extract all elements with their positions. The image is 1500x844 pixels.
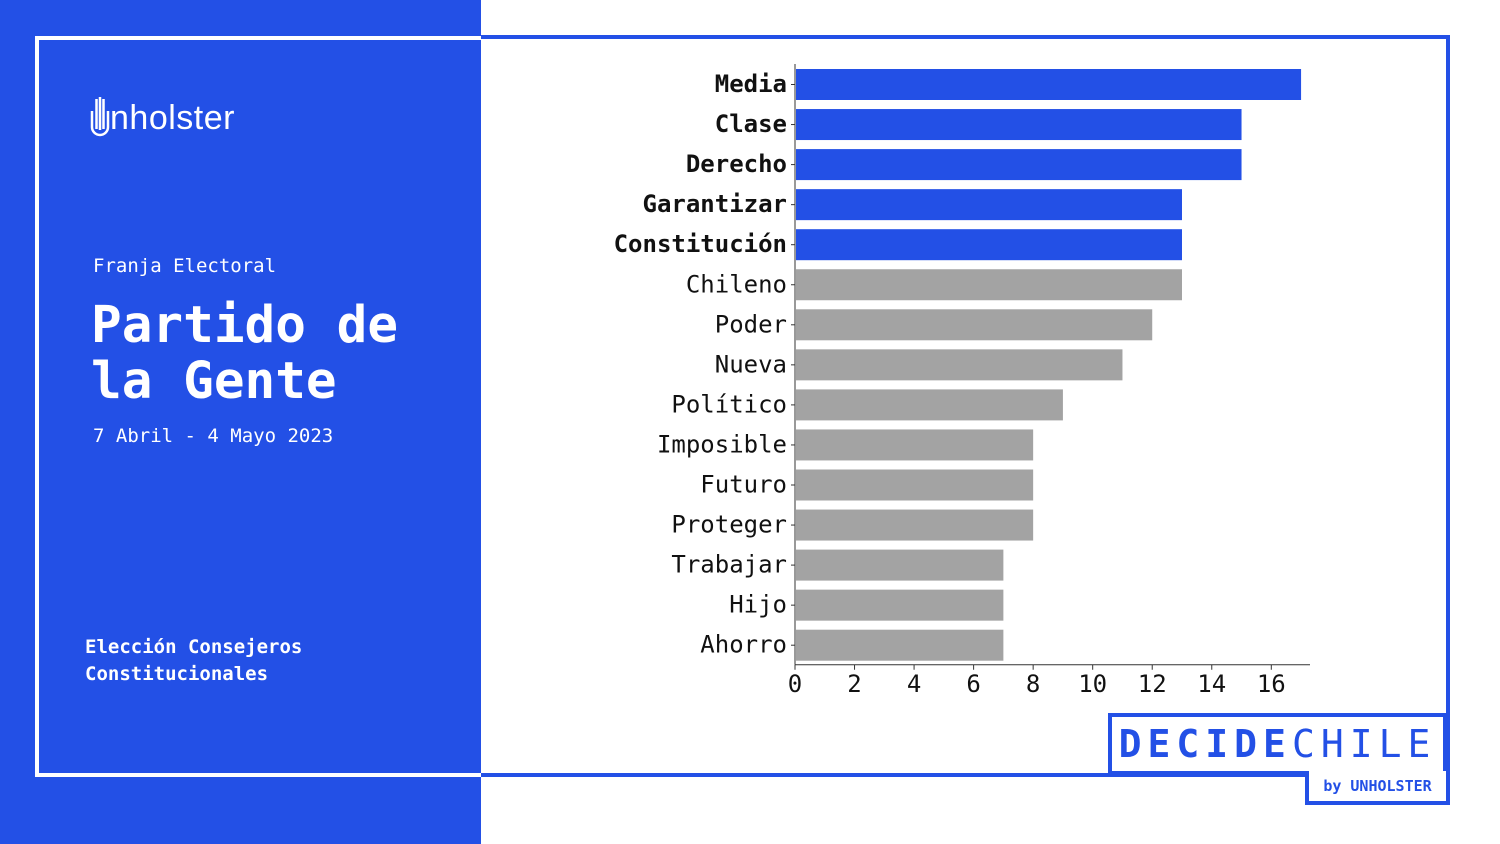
- decidechile-logo: DECIDECHILE: [1108, 713, 1447, 775]
- category-label-4: Constitución: [614, 230, 787, 258]
- x-tick-label-5: 10: [1078, 670, 1107, 698]
- bar-8: [796, 389, 1063, 421]
- right-frame: [481, 35, 1450, 777]
- category-label-10: Futuro: [700, 471, 787, 499]
- bar-10: [796, 469, 1034, 501]
- brand-decide: DECIDE: [1118, 722, 1292, 766]
- category-label-14: Ahorro: [700, 631, 787, 659]
- brand-chile: CHILE: [1291, 722, 1437, 766]
- bar-5: [796, 269, 1182, 301]
- x-tick-label-8: 16: [1257, 670, 1286, 698]
- category-label-0: Media: [715, 70, 787, 98]
- bar-3: [796, 189, 1182, 221]
- byline: by UNHOLSTER: [1305, 771, 1450, 805]
- x-tick-label-0: 0: [788, 670, 802, 698]
- x-tick-label-1: 2: [847, 670, 861, 698]
- bar-4: [796, 229, 1182, 261]
- category-label-3: Garantizar: [643, 190, 788, 218]
- category-label-13: Hijo: [729, 591, 787, 619]
- subtitle: Franja Electoral: [93, 255, 277, 277]
- date-range: 7 Abril - 4 Mayo 2023: [93, 425, 334, 447]
- category-label-11: Proteger: [671, 511, 787, 539]
- category-label-2: Derecho: [686, 150, 787, 178]
- election-label: Elección Consejeros Constitucionales: [85, 636, 303, 685]
- bar-2: [796, 149, 1242, 181]
- bar-13: [796, 589, 1004, 621]
- category-label-8: Político: [671, 390, 787, 418]
- category-label-12: Trabajar: [671, 551, 787, 579]
- page-title: Partido de la Gente: [91, 296, 399, 411]
- category-label-7: Nueva: [715, 350, 787, 378]
- category-label-9: Imposible: [657, 430, 787, 458]
- bar-12: [796, 549, 1004, 581]
- unholster-logo: nholster: [90, 96, 235, 140]
- category-label-1: Clase: [715, 110, 787, 138]
- logo-text: nholster: [110, 98, 235, 137]
- left-panel: [0, 0, 481, 844]
- byline-text: by UNHOLSTER: [1323, 777, 1432, 795]
- bar-7: [796, 349, 1123, 381]
- x-tick-label-6: 12: [1138, 670, 1167, 698]
- x-tick-label-3: 6: [966, 670, 980, 698]
- bar-0: [796, 69, 1302, 100]
- x-tick-label-7: 14: [1197, 670, 1226, 698]
- unholster-mark-icon: [90, 97, 110, 137]
- x-tick-label-2: 4: [907, 670, 921, 698]
- left-frame: [35, 36, 486, 777]
- x-tick-label-4: 8: [1026, 670, 1040, 698]
- category-label-5: Chileno: [686, 270, 787, 298]
- bar-6: [796, 309, 1153, 341]
- bar-14: [796, 629, 1004, 661]
- category-label-6: Poder: [715, 310, 787, 338]
- bar-9: [796, 429, 1034, 461]
- bar-11: [796, 509, 1034, 541]
- bar-1: [796, 109, 1242, 141]
- bar-chart: Media Clase Derecho Garantizar Constitución C…: [614, 64, 1310, 698]
